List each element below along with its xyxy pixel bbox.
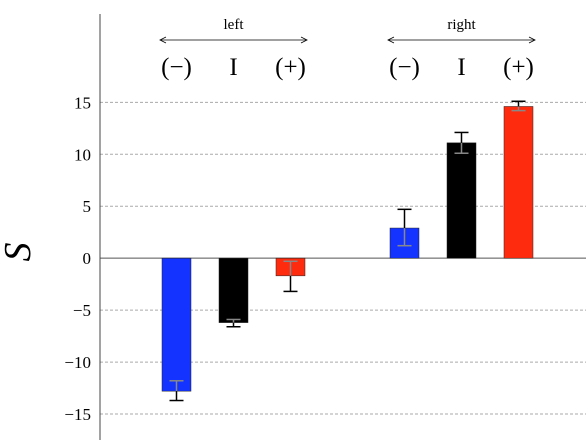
y-tick-label: −10 bbox=[64, 353, 91, 372]
bar bbox=[161, 257, 192, 392]
error-bars bbox=[169, 100, 526, 402]
error-bar bbox=[454, 131, 469, 154]
category-label: (+) bbox=[275, 54, 306, 81]
arrow-left-icon bbox=[387, 36, 395, 44]
y-tick-label: 0 bbox=[83, 249, 92, 268]
bar bbox=[503, 106, 534, 259]
error-bar bbox=[283, 260, 298, 293]
group-headers: left (−) I (+) right (−) I (+) bbox=[159, 17, 536, 81]
bar bbox=[446, 142, 477, 259]
group-label: right bbox=[447, 17, 476, 33]
category-label: I bbox=[229, 54, 237, 81]
arrow-right-icon bbox=[300, 36, 308, 44]
category-label: (−) bbox=[161, 54, 192, 81]
error-bar bbox=[169, 380, 184, 402]
error-bar bbox=[397, 208, 412, 247]
y-tick-label: −5 bbox=[73, 301, 91, 320]
y-tick-label: 5 bbox=[83, 197, 92, 216]
error-bar bbox=[511, 100, 526, 112]
y-tick-labels: 15 10 5 0 −5 −10 −15 bbox=[64, 93, 91, 424]
category-label: I bbox=[457, 54, 465, 81]
y-tick-label: −15 bbox=[64, 405, 91, 424]
y-tick-label: 15 bbox=[74, 93, 91, 112]
category-label: (−) bbox=[389, 54, 420, 81]
bar bbox=[218, 257, 249, 323]
group-label: left bbox=[224, 17, 245, 33]
error-bar bbox=[226, 318, 241, 328]
arrow-right-icon bbox=[528, 36, 536, 44]
category-label: (+) bbox=[503, 54, 534, 81]
arrow-left-icon bbox=[159, 36, 167, 44]
bars bbox=[161, 106, 534, 392]
y-tick-label: 10 bbox=[74, 145, 91, 164]
y-axis-label: S bbox=[0, 243, 39, 262]
